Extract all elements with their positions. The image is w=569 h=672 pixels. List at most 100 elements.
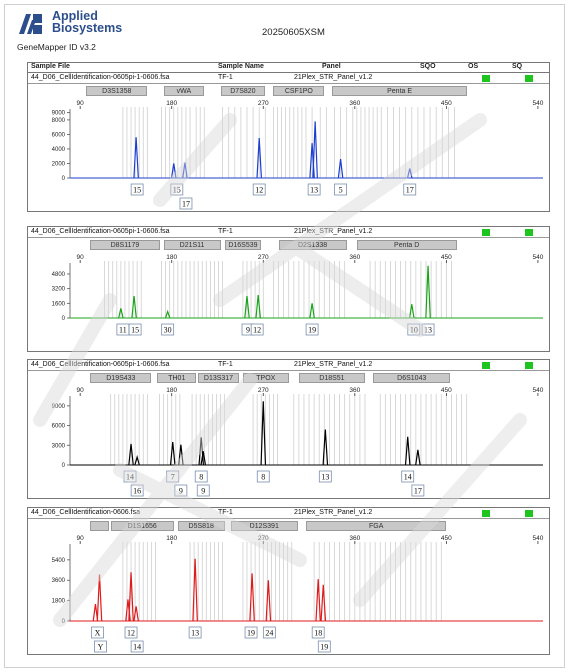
x-tick-label: 450 (441, 254, 452, 261)
peak (133, 137, 139, 179)
allele-call-label: 17 (414, 487, 422, 496)
allele-call-label: 19 (320, 643, 328, 652)
locus-marker: D13S317 (198, 373, 239, 383)
allele-call-label: 14 (133, 643, 141, 652)
peak (312, 121, 318, 179)
peak (249, 573, 255, 622)
quality-flag-sq (525, 510, 533, 517)
peak (337, 159, 344, 179)
allele-call-label: 24 (265, 629, 273, 638)
y-tick-label: 4800 (52, 272, 66, 278)
info-divider (28, 518, 549, 519)
panel-name: 21Plex_STR_Panel_v1.2 (294, 509, 373, 516)
allele-call-label: 12 (255, 186, 263, 195)
peak (118, 308, 124, 319)
quality-flag-os (482, 229, 490, 236)
brand-line-2: Biosystems (52, 21, 123, 35)
electropherogram-panel-black: 44_D06_CellIdentification-0605pi-1-0606.… (27, 359, 550, 499)
locus-marker: CSF1PO (273, 86, 325, 96)
x-tick-label: 540 (532, 100, 543, 107)
allele-call-box (421, 323, 435, 336)
allele-call-label: 12 (127, 629, 135, 638)
x-tick-label: 540 (532, 387, 543, 394)
peak (425, 265, 431, 319)
y-tick-label: 6000 (52, 424, 66, 430)
y-tick-label: 3600 (52, 578, 66, 584)
allele-call-label: 14 (404, 473, 412, 482)
x-tick-label: 360 (349, 535, 360, 542)
peak (315, 579, 321, 622)
allele-call-box (179, 197, 193, 210)
column-header-os: OS (468, 63, 479, 70)
x-tick-label: 90 (77, 535, 85, 542)
locus-marker: TPOX (242, 373, 289, 383)
x-tick-label: 540 (532, 254, 543, 261)
peak (92, 603, 99, 622)
locus-marker: D1S1656 (110, 521, 174, 531)
peak (404, 436, 411, 466)
electropherogram-panel-blue: Sample File Sample Name Panel SQO OS SQ 44_D06… (27, 62, 550, 212)
allele-call-label: 8 (199, 473, 203, 482)
allele-call-label: 19 (247, 629, 255, 638)
column-header-sqo: SQO (420, 63, 436, 70)
allele-call-label: 13 (424, 326, 432, 335)
x-tick-label: 90 (77, 387, 85, 394)
allele-call-label: 15 (133, 186, 141, 195)
allele-call-label: 9 (246, 326, 250, 335)
x-tick-label: 360 (349, 254, 360, 261)
locus-marker: D16S539 (224, 240, 262, 250)
allele-call-box (161, 323, 175, 336)
allele-call-box (401, 470, 415, 483)
allele-call-label: 11 (119, 326, 127, 335)
allele-call-box (124, 626, 138, 639)
allele-call-label: 5 (339, 186, 343, 195)
locus-marker: D2S1338 (278, 240, 347, 250)
locus-marker: D5S818 (177, 521, 225, 531)
x-tick-label: 90 (77, 254, 85, 261)
allele-call-label: 17 (182, 200, 190, 209)
brand-line-1: Applied (52, 9, 98, 23)
peak (200, 451, 207, 466)
column-header-sample-file: Sample File (31, 63, 70, 70)
y-tick-label: 2000 (52, 161, 66, 167)
allele-call-label: 8 (261, 473, 265, 482)
allele-call-box (305, 323, 319, 336)
peak (192, 558, 198, 622)
quality-flag-os (482, 75, 490, 82)
x-tick-label: 90 (77, 100, 85, 107)
allele-call-box (403, 183, 417, 196)
x-tick-label: 180 (166, 100, 177, 107)
quality-flag-os (482, 510, 490, 517)
y-tick-label: 0 (62, 176, 66, 182)
header-divider (28, 72, 549, 73)
allele-call-box (407, 323, 421, 336)
peak (169, 441, 176, 466)
info-divider (28, 237, 549, 238)
locus-marker: Penta D (356, 240, 457, 250)
software-version: GeneMapper ID v3.2 (17, 42, 96, 52)
allele-call-box (188, 626, 202, 639)
locus-marker: D21S11 (163, 240, 221, 250)
allele-call-box (130, 484, 144, 497)
y-tick-label: 9000 (52, 111, 66, 117)
peak (322, 429, 329, 466)
x-tick-label: 360 (349, 100, 360, 107)
allele-call-label: 19 (308, 326, 316, 335)
y-tick-label: 3000 (52, 443, 66, 449)
allele-call-label: 9 (201, 487, 205, 496)
panel-name: 21Plex_STR_Panel_v1.2 (294, 74, 373, 81)
y-tick-label: 5400 (52, 558, 66, 564)
locus-marker: D3S1358 (86, 86, 148, 96)
allele-call-label: 15 (131, 326, 139, 335)
info-divider (28, 370, 549, 371)
y-tick-label: 6000 (52, 132, 66, 138)
allele-call-box (311, 626, 325, 639)
y-tick-label: 0 (62, 463, 66, 469)
sample-file-name: 44_D06_CellIdentification-0606.fsa (31, 509, 140, 516)
locus-marker: TH01 (157, 373, 197, 383)
x-tick-label: 360 (349, 387, 360, 394)
y-tick-label: 0 (62, 316, 66, 322)
sample-name: TF-1 (218, 509, 233, 516)
allele-call-box (196, 484, 210, 497)
